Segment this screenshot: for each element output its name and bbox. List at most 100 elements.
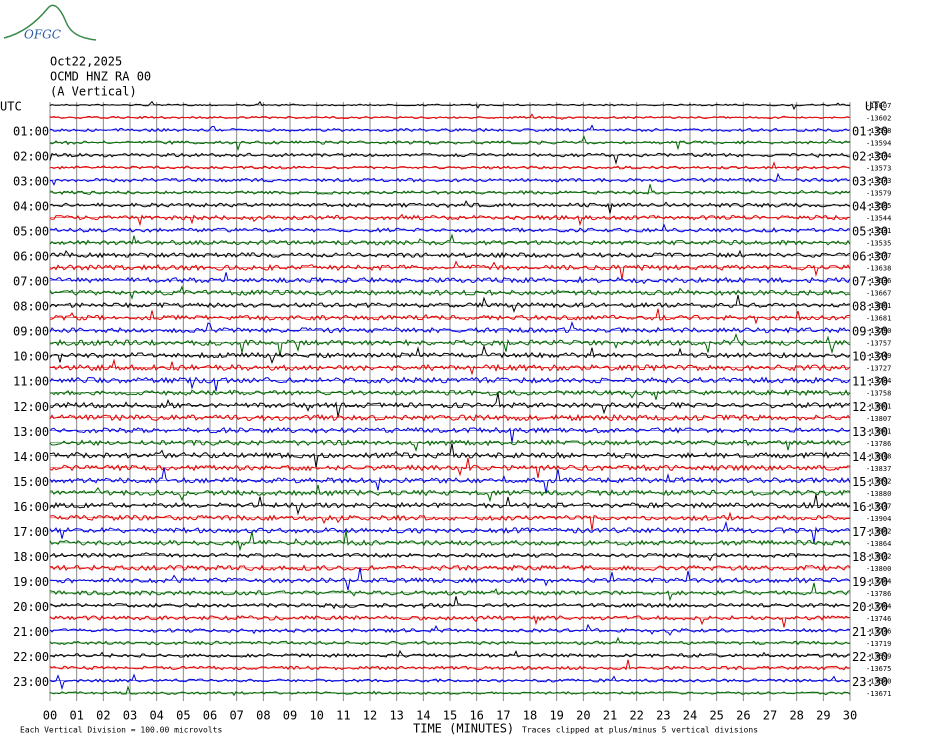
row-offset: -13880 [866, 490, 891, 498]
x-tick-label: 26 [736, 709, 750, 723]
trace [49, 392, 851, 418]
trace [49, 649, 851, 658]
right-hour-label: 20:30 [852, 600, 888, 614]
trace [49, 467, 851, 494]
left-hour-label: 19:00 [13, 575, 49, 589]
x-tick-label: 25 [709, 709, 723, 723]
right-hour-label: 23:30 [852, 675, 888, 689]
row-offset: -13675 [866, 665, 891, 673]
row-offset: -13579 [866, 190, 891, 198]
right-hour-label: 08:30 [852, 300, 888, 314]
component: (A Vertical) [50, 85, 137, 99]
row-offset: -13598 [866, 127, 891, 135]
row-offset: -13638 [866, 265, 891, 273]
trace [49, 596, 851, 610]
left-hour-label: 21:00 [13, 625, 49, 639]
logo-curve [3, 4, 97, 41]
trace [49, 294, 850, 313]
left-hour-label: 22:00 [13, 650, 49, 664]
trace [50, 308, 851, 325]
row-offset: -13736 [866, 627, 891, 635]
x-tick-label: 08 [256, 709, 270, 723]
trace [49, 614, 851, 628]
left-hour-label: 08:00 [13, 300, 49, 314]
x-tick-label: 28 [789, 709, 803, 723]
row-offset: -13786 [866, 440, 891, 448]
row-offset: -13882 [866, 527, 891, 535]
trace [49, 439, 851, 452]
trace [49, 530, 851, 552]
trace [49, 249, 851, 259]
row-offset: -13535 [866, 240, 891, 248]
trace [49, 161, 851, 172]
trace [49, 184, 851, 196]
trace [49, 564, 851, 572]
x-tick-label: 13 [389, 709, 403, 723]
left-header: UTC [0, 100, 22, 114]
x-tick-label: 03 [123, 709, 137, 723]
trace [49, 200, 851, 214]
row-offset: -13594 [866, 140, 891, 148]
x-tick-label: 10 [309, 709, 323, 723]
row-offset: -13746 [866, 615, 891, 623]
trace [49, 389, 851, 400]
right-header: UTC [865, 100, 887, 114]
x-tick-label: 19 [549, 709, 563, 723]
left-hour-label: 14:00 [13, 450, 49, 464]
left-hour-label: 12:00 [13, 400, 49, 414]
x-tick-label: 06 [203, 709, 217, 723]
row-offset: -13864 [866, 540, 891, 548]
left-hour-label: 04:00 [13, 200, 49, 214]
trace [49, 321, 851, 334]
trace [49, 332, 851, 357]
row-offset: -13531 [866, 227, 891, 235]
trace [49, 458, 851, 478]
trace [49, 685, 851, 697]
trace [49, 494, 851, 516]
left-hour-label: 15:00 [13, 475, 49, 489]
row-offset: -13585 [866, 202, 891, 210]
row-offset: -13574 [866, 152, 891, 160]
x-tick-label: 07 [229, 709, 243, 723]
x-axis-label: TIME (MINUTES) [413, 722, 514, 736]
left-hour-label: 23:00 [13, 675, 49, 689]
left-hour-label: 07:00 [13, 275, 49, 289]
left-hour-label: 11:00 [13, 375, 49, 389]
trace [49, 272, 851, 285]
trace [49, 673, 851, 691]
left-hour-label: 18:00 [13, 550, 49, 564]
x-tick-label: 22 [629, 709, 643, 723]
left-hour-label: 02:00 [13, 150, 49, 164]
right-hour-label: 14:30 [852, 450, 888, 464]
date: Oct22,2025 [50, 55, 122, 69]
trace [49, 233, 851, 246]
row-offset: -13699 [866, 652, 891, 660]
row-offset: -13758 [866, 390, 891, 398]
left-hour-label: 05:00 [13, 225, 49, 239]
trace [49, 552, 851, 562]
trace [49, 135, 851, 152]
right-hour-label: 18:30 [852, 550, 888, 564]
trace [49, 636, 851, 646]
left-hour-label: 03:00 [13, 175, 49, 189]
right-hour-label: 03:30 [852, 175, 888, 189]
trace [49, 484, 851, 503]
trace [49, 113, 851, 121]
x-tick-label: 27 [763, 709, 777, 723]
clip-note: Traces clipped at plus/minus 5 vertical … [522, 726, 758, 735]
trace [49, 213, 851, 227]
right-hour-label: 02:30 [852, 150, 888, 164]
right-hour-label: 06:30 [852, 250, 888, 264]
trace [49, 511, 850, 531]
trace [49, 426, 851, 443]
row-offset: -13937 [866, 502, 891, 510]
row-offset: -13667 [866, 290, 891, 298]
row-offset: -13573 [866, 177, 891, 185]
right-hour-label: 12:30 [852, 400, 888, 414]
row-offset: -13784 [866, 377, 891, 385]
left-hour-label: 09:00 [13, 325, 49, 339]
right-hour-label: 11:30 [852, 375, 888, 389]
trace [49, 582, 851, 602]
x-tick-label: 23 [656, 709, 670, 723]
row-offset: -13602 [866, 115, 891, 123]
